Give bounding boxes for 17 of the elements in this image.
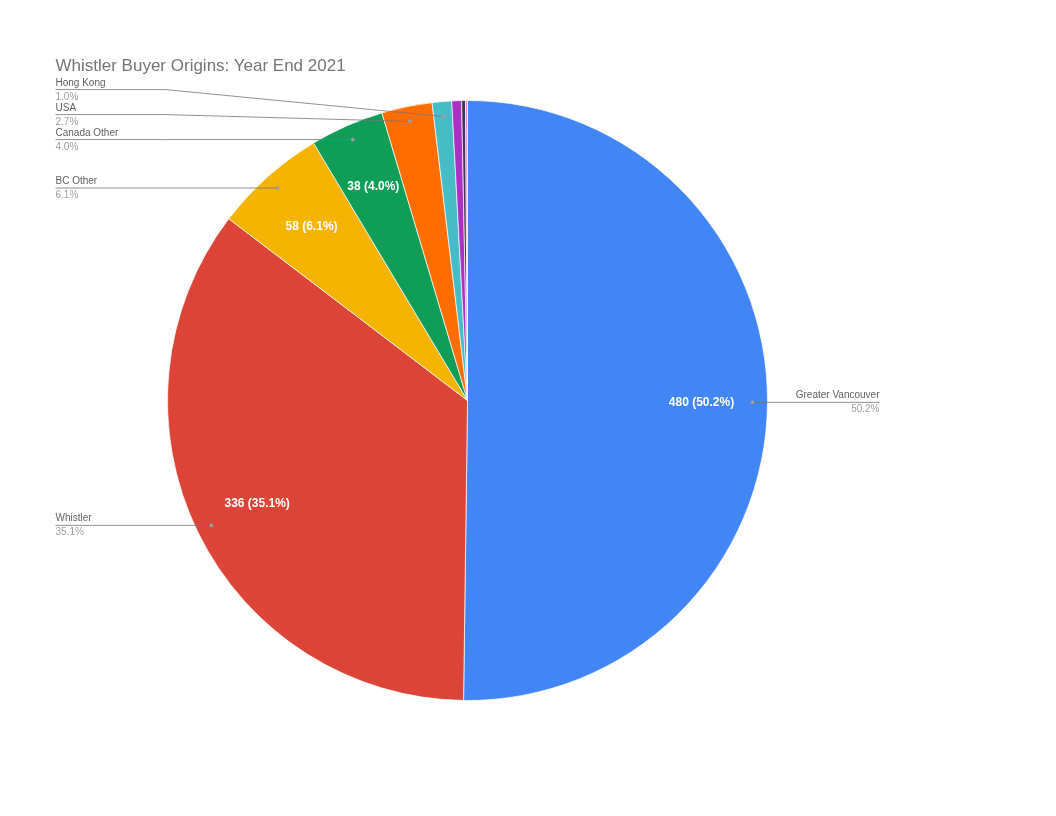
data-label: 480 (50.2%) — [668, 395, 735, 410]
text: 50.2% — [851, 403, 880, 415]
slice-label: Canada Other — [55, 126, 119, 138]
text: 1.0% — [55, 90, 79, 102]
slice-label: USA — [55, 101, 77, 113]
text: 2.7% — [55, 115, 79, 127]
data-label: 58 (6.1%) — [285, 219, 338, 234]
chart-title: Whistler Buyer Origins: Year End 2021 — [55, 56, 346, 75]
slice-label: Whistler — [55, 512, 93, 524]
slice-label: BC Other — [55, 175, 98, 187]
text: 6.1% — [55, 189, 79, 201]
slice-label: Hong Kong — [55, 76, 106, 88]
data-label: 38 (4.0%) — [347, 179, 400, 194]
slice-label: Greater Vancouver — [795, 389, 881, 401]
data-label: 336 (35.1%) — [224, 496, 290, 511]
text: 35.1% — [55, 526, 84, 538]
text: 4.0% — [55, 140, 79, 152]
